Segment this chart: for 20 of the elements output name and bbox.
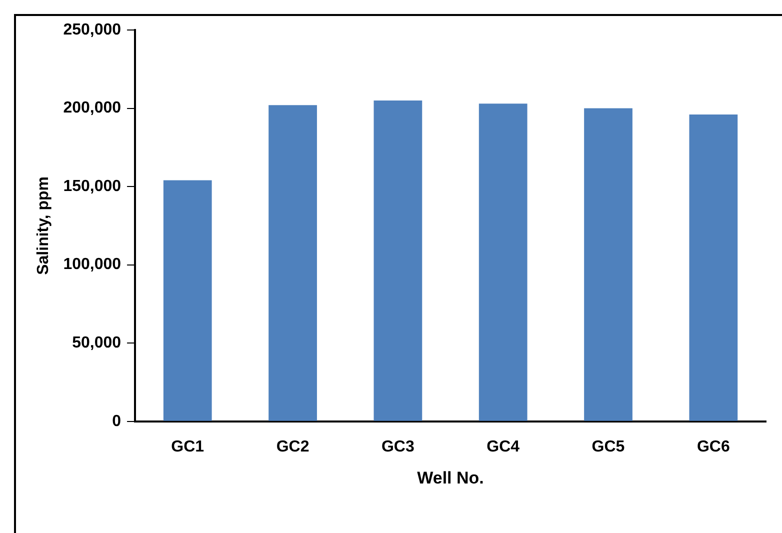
x-tick-label: GC6	[696, 438, 730, 456]
x-tick-label: GC5	[592, 438, 625, 456]
bar	[163, 180, 212, 421]
bar	[268, 105, 317, 421]
y-axis-title: Salinity, ppm	[35, 176, 52, 275]
y-tick-label: 0	[112, 412, 122, 430]
y-tick-label: 50,000	[72, 334, 122, 352]
y-tick-label: 150,000	[63, 178, 122, 195]
y-tick-label: 200,000	[63, 100, 122, 117]
x-axis-title: Well No.	[417, 468, 484, 488]
y-tick-label: 250,000	[63, 21, 122, 38]
y-tick-label: 100,000	[63, 256, 122, 274]
bar	[478, 104, 528, 421]
x-tick-label: GC2	[276, 438, 310, 456]
x-tick-label: GC1	[171, 438, 204, 456]
bar	[689, 114, 738, 421]
x-tick-label: GC3	[381, 438, 414, 456]
bar	[374, 100, 422, 421]
bar	[584, 108, 632, 421]
x-tick-label: GC4	[486, 438, 520, 456]
